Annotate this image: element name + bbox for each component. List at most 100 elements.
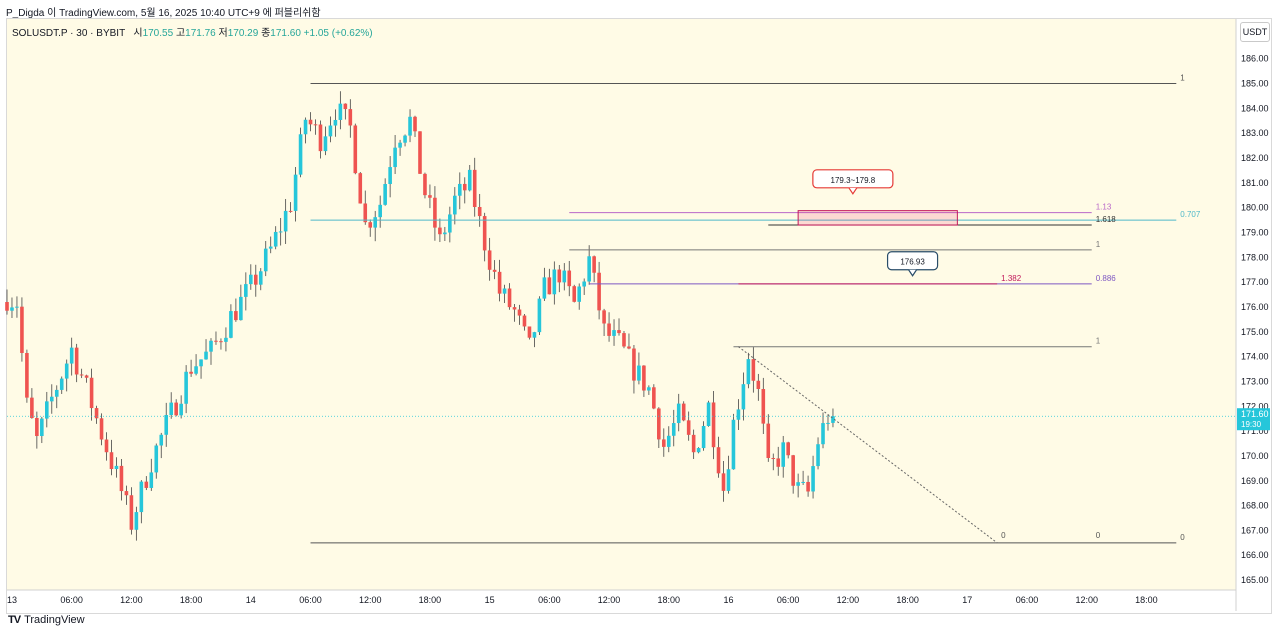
candle-body bbox=[288, 210, 293, 212]
candle-body bbox=[268, 246, 273, 249]
candle-body bbox=[552, 269, 557, 295]
y-tick-label: 169.00 bbox=[1241, 476, 1269, 486]
candle-body bbox=[647, 387, 651, 391]
candle-body bbox=[249, 274, 253, 285]
y-tick-label: 171.00 bbox=[1241, 426, 1269, 436]
y-tick-label: 176.00 bbox=[1241, 302, 1269, 312]
low-label: 저 bbox=[218, 28, 228, 39]
candle-body bbox=[791, 455, 795, 486]
candle-body bbox=[542, 277, 547, 299]
last-price-marker bbox=[1237, 408, 1270, 431]
currency-badge[interactable]: USDT bbox=[1240, 22, 1270, 42]
candle-body bbox=[428, 195, 432, 198]
candle-body bbox=[114, 465, 119, 470]
candle-body bbox=[149, 472, 154, 488]
candle bbox=[25, 349, 29, 403]
fib-level-label: 1 bbox=[1180, 74, 1185, 83]
candle bbox=[771, 453, 776, 471]
y-tick-label: 172.00 bbox=[1241, 401, 1269, 411]
candle bbox=[448, 206, 452, 243]
candle-body bbox=[532, 332, 537, 338]
candle-body bbox=[343, 103, 348, 110]
candle bbox=[632, 344, 636, 394]
candle-body bbox=[617, 330, 621, 334]
candle-body bbox=[273, 231, 278, 247]
candle-body bbox=[592, 256, 596, 273]
candle bbox=[64, 359, 69, 392]
x-tick-label: 14 bbox=[246, 595, 256, 605]
y-tick-label: 167.00 bbox=[1241, 525, 1269, 535]
candle bbox=[607, 312, 611, 342]
y-tick-label: 183.00 bbox=[1241, 128, 1269, 138]
candle bbox=[453, 187, 457, 225]
x-tick-label: 06:00 bbox=[60, 595, 83, 605]
fib-level-label: 1.382 bbox=[1001, 274, 1022, 283]
candle-body bbox=[821, 423, 825, 445]
candle bbox=[119, 458, 124, 501]
candle-body bbox=[239, 296, 243, 321]
candle-body bbox=[35, 417, 39, 437]
candle-body bbox=[746, 359, 751, 385]
y-tick-label: 179.00 bbox=[1241, 228, 1269, 238]
candle bbox=[169, 392, 173, 419]
candle bbox=[124, 485, 129, 505]
candle bbox=[333, 109, 338, 137]
candle bbox=[691, 429, 696, 459]
candle bbox=[278, 217, 283, 246]
candle-body bbox=[666, 435, 671, 447]
candle bbox=[557, 264, 562, 293]
candle-body bbox=[642, 365, 646, 391]
candle bbox=[159, 432, 164, 459]
x-tick-label: 18:00 bbox=[419, 595, 442, 605]
candle bbox=[403, 134, 407, 147]
candle-body bbox=[15, 306, 19, 308]
candle bbox=[99, 413, 104, 446]
candle-body bbox=[159, 434, 164, 446]
candle-body bbox=[403, 135, 407, 143]
candle-body bbox=[104, 439, 109, 453]
candle-body bbox=[826, 422, 830, 424]
candle-body bbox=[482, 216, 487, 251]
candle bbox=[676, 393, 681, 432]
x-tick-label: 13 bbox=[7, 595, 17, 605]
candle bbox=[786, 441, 790, 459]
candle-body bbox=[199, 359, 203, 367]
candle-body bbox=[144, 481, 149, 488]
candle-body bbox=[472, 169, 477, 208]
y-tick-label: 178.00 bbox=[1241, 252, 1269, 262]
candle-body bbox=[771, 457, 776, 459]
fib-level-label: 0 bbox=[1001, 531, 1006, 540]
candle-body bbox=[766, 423, 771, 458]
candle-body bbox=[368, 222, 373, 228]
candle bbox=[696, 447, 701, 454]
candle-body bbox=[333, 119, 338, 126]
candle-body bbox=[721, 473, 726, 491]
candle-body bbox=[557, 269, 562, 283]
candle bbox=[244, 272, 248, 311]
close-label: 종 bbox=[261, 28, 271, 39]
y-tick-label: 166.00 bbox=[1241, 550, 1269, 560]
candle bbox=[283, 198, 288, 244]
candle bbox=[661, 428, 666, 457]
target-zone-box bbox=[797, 210, 958, 226]
candle bbox=[756, 373, 761, 401]
candle-body bbox=[831, 416, 835, 423]
fib-level-label: 0.886 bbox=[1096, 274, 1117, 283]
candle bbox=[318, 120, 323, 159]
x-tick-label: 17 bbox=[962, 595, 972, 605]
candle bbox=[472, 157, 477, 217]
candle bbox=[418, 131, 422, 174]
candle-body bbox=[378, 204, 382, 218]
candle bbox=[681, 401, 686, 422]
candle-body bbox=[418, 131, 422, 174]
chart-frame bbox=[6, 18, 1272, 614]
x-tick-label: 18:00 bbox=[658, 595, 681, 605]
candle bbox=[229, 304, 233, 339]
candle bbox=[59, 376, 64, 394]
candle-body bbox=[258, 271, 263, 285]
candle-body bbox=[577, 286, 582, 302]
symbol-name[interactable]: SOLUSDT.P · 30 · BYBIT bbox=[12, 28, 126, 39]
candle-body bbox=[567, 270, 572, 287]
candle bbox=[10, 297, 14, 318]
